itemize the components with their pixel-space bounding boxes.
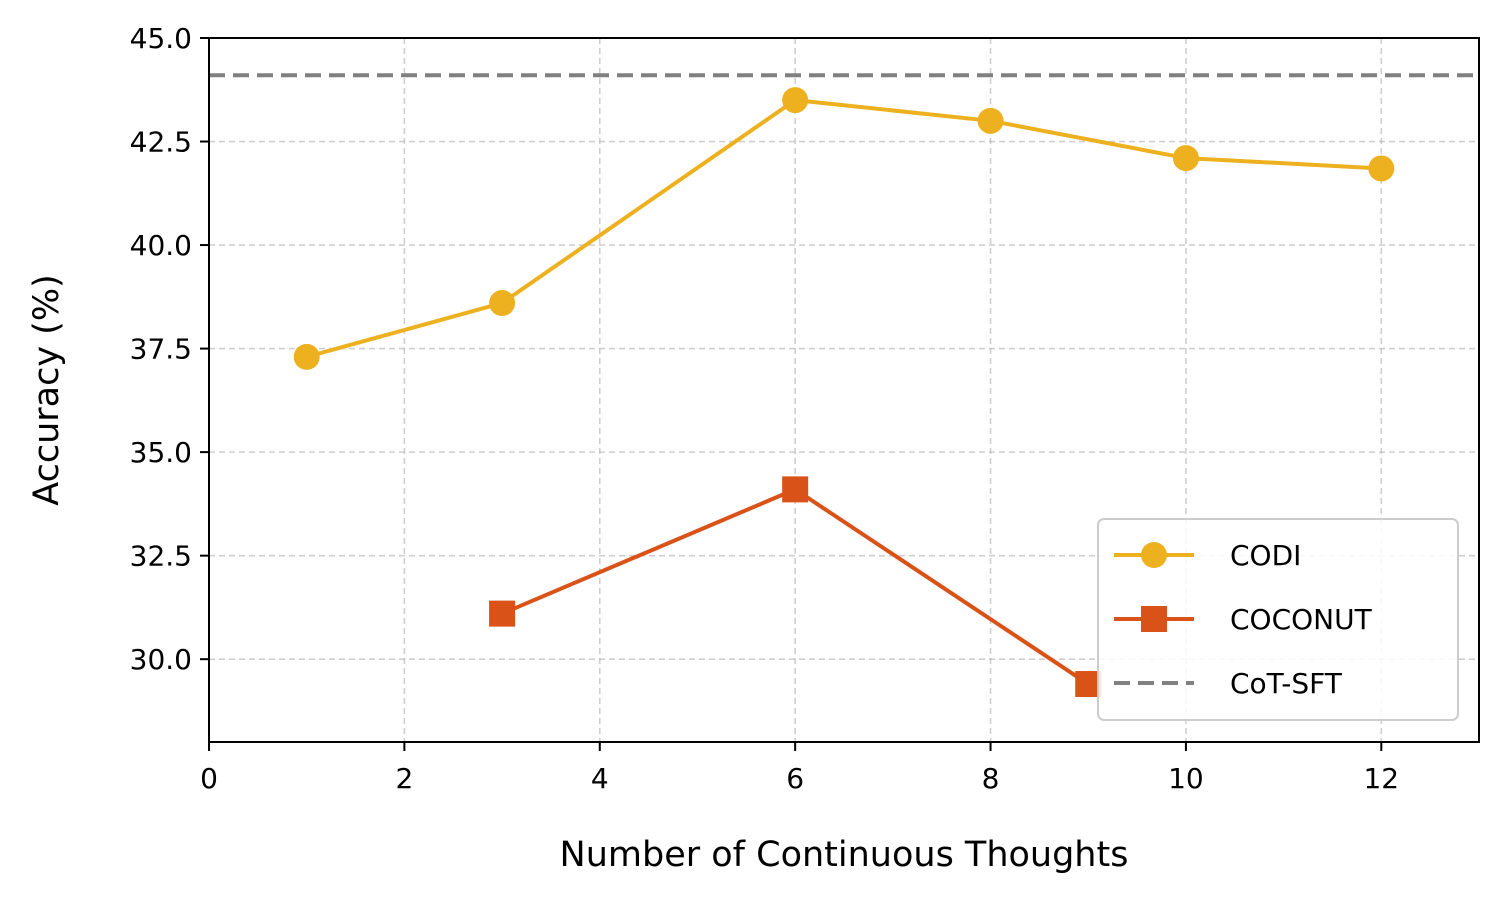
- y-tick-label: 40.0: [130, 229, 192, 262]
- x-tick-label: 4: [591, 762, 609, 795]
- data-point-codi: [782, 87, 809, 114]
- y-axis-title: Accuracy (%): [27, 274, 67, 505]
- x-axis-ticks: 0 2 4 6 8 10 12: [200, 742, 1399, 795]
- x-tick-label: 0: [200, 762, 218, 795]
- y-tick-label: 37.5: [130, 333, 192, 366]
- x-tick-label: 12: [1363, 762, 1399, 795]
- y-tick-label: 30.0: [130, 643, 192, 676]
- data-point-codi: [1172, 145, 1199, 172]
- legend: CODI COCONUT CoT-SFT: [1097, 518, 1459, 721]
- y-tick-label: 45.0: [130, 22, 192, 55]
- plot-frame: [208, 37, 1480, 743]
- x-axis-title: Number of Continuous Thoughts: [560, 835, 1129, 875]
- x-tick-label: 2: [395, 762, 413, 795]
- legend-entry-cot-sft: CoT-SFT: [1114, 667, 1343, 700]
- data-point-codi: [293, 343, 320, 370]
- series-coconut: [489, 476, 1102, 698]
- y-tick-label: 32.5: [130, 540, 192, 573]
- grid: [208, 37, 1479, 742]
- legend-entry-codi: CODI: [1114, 539, 1301, 572]
- legend-label-codi: CODI: [1230, 539, 1301, 572]
- y-tick-label: 42.5: [130, 126, 192, 159]
- y-tick-label: 35.0: [130, 436, 192, 469]
- series-codi: [293, 87, 1395, 370]
- legend-entries: CODI COCONUT CoT-SFT: [1114, 539, 1373, 700]
- data-point-codi: [1368, 155, 1395, 182]
- y-axis-ticks: 30.0 32.5 35.0 37.5 40.0 42.5 45.0: [130, 22, 209, 676]
- series-layer: [293, 87, 1395, 698]
- legend-label-cot-sft: CoT-SFT: [1230, 667, 1343, 700]
- data-point-coconut: [489, 600, 516, 627]
- data-point-codi: [977, 107, 1004, 134]
- x-tick-label: 10: [1168, 762, 1204, 795]
- data-point-coconut: [1075, 671, 1102, 698]
- data-point-coconut: [782, 476, 809, 503]
- legend-marker-codi: [1141, 542, 1167, 568]
- legend-entry-coconut: COCONUT: [1114, 603, 1373, 636]
- data-point-codi: [489, 290, 516, 317]
- x-tick-label: 6: [786, 762, 804, 795]
- series-line-codi: [306, 98, 1382, 359]
- legend-label-coconut: COCONUT: [1230, 603, 1373, 636]
- legend-marker-coconut: [1141, 606, 1167, 632]
- legend-box: [1097, 518, 1459, 721]
- x-tick-label: 8: [982, 762, 1000, 795]
